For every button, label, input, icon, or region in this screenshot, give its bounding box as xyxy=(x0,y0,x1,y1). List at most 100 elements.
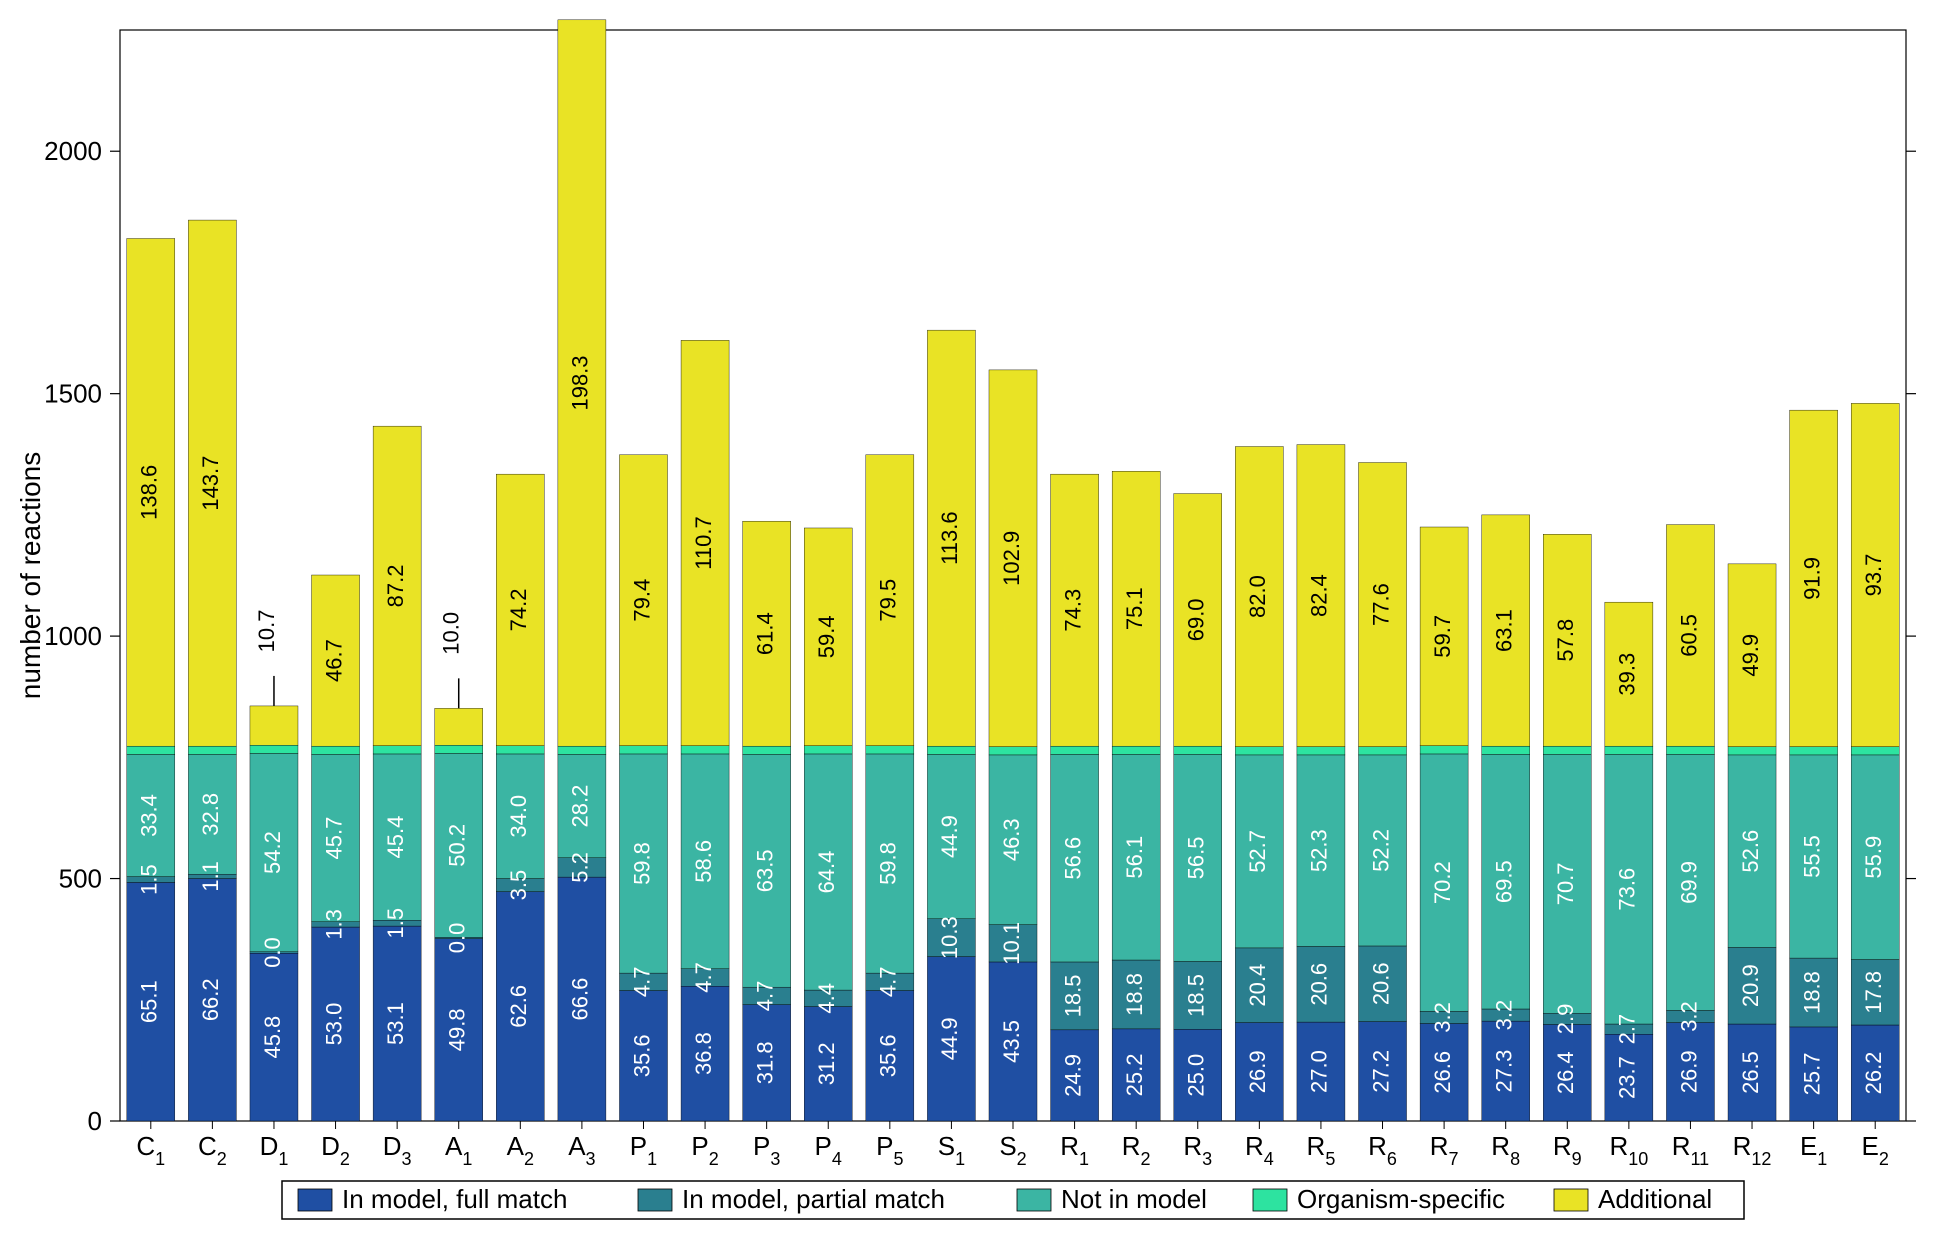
y-tick-label: 2000 xyxy=(44,136,102,166)
x-tick-label: R9 xyxy=(1553,1131,1582,1169)
segment-label-notin: 52.2 xyxy=(1368,829,1393,872)
segment-label-full: 62.6 xyxy=(506,985,531,1028)
segment-label-full: 31.2 xyxy=(814,1042,839,1085)
legend-label: In model, partial match xyxy=(682,1184,945,1214)
y-tick-label: 1000 xyxy=(44,621,102,651)
segment-label-partial: 20.6 xyxy=(1368,962,1393,1005)
x-tick-label: D1 xyxy=(260,1131,289,1169)
segment-label-partial: 3.2 xyxy=(1492,1000,1517,1031)
bar-segment-org xyxy=(188,746,236,754)
x-tick-label: E2 xyxy=(1862,1131,1889,1169)
segment-label-add: 59.7 xyxy=(1430,615,1455,658)
x-tick-label: R11 xyxy=(1672,1131,1709,1169)
segment-label-notin: 28.2 xyxy=(568,785,593,828)
segment-label-partial: 1.5 xyxy=(137,864,162,895)
segment-label-partial: 4.4 xyxy=(814,983,839,1014)
segment-label-full: 44.9 xyxy=(937,1017,962,1060)
segment-label-partial: 4.7 xyxy=(752,981,777,1012)
segment-label-notin: 59.8 xyxy=(876,842,901,885)
segment-label-add: 57.8 xyxy=(1553,619,1578,662)
chart-container: 0500100015002000number of reactions65.11… xyxy=(0,0,1946,1241)
segment-label-partial: 0.0 xyxy=(445,923,470,954)
segment-label-add: 91.9 xyxy=(1799,557,1824,600)
legend-label: Not in model xyxy=(1061,1184,1207,1214)
x-tick-label: P3 xyxy=(753,1131,780,1169)
segment-label-add: 198.3 xyxy=(568,355,593,410)
segment-label-notin: 59.8 xyxy=(629,842,654,885)
bar-segment-org xyxy=(127,746,175,754)
segment-label-notin: 63.5 xyxy=(752,849,777,892)
segment-label-add: 69.0 xyxy=(1184,598,1209,641)
segment-label-notin: 45.4 xyxy=(383,816,408,859)
segment-label-full: 23.7 xyxy=(1615,1056,1640,1099)
segment-label-full: 66.6 xyxy=(568,978,593,1021)
segment-label-full: 26.9 xyxy=(1676,1050,1701,1093)
x-tick-label: R1 xyxy=(1060,1131,1089,1169)
segment-label-add: 74.2 xyxy=(506,589,531,632)
segment-label-add: 10.0 xyxy=(439,612,464,655)
y-axis-label: number of reactions xyxy=(15,452,46,699)
bar-segment-org xyxy=(866,746,914,754)
segment-label-add: 75.1 xyxy=(1122,587,1147,630)
x-tick-label: P1 xyxy=(630,1131,657,1169)
segment-label-add: 93.7 xyxy=(1861,554,1886,597)
segment-label-partial: 0.0 xyxy=(260,937,285,968)
segment-label-add: 63.1 xyxy=(1492,609,1517,652)
x-tick-label: A3 xyxy=(568,1131,595,1169)
y-tick-label: 500 xyxy=(59,864,102,894)
segment-label-full: 25.2 xyxy=(1122,1054,1147,1097)
segment-label-add: 82.4 xyxy=(1307,574,1332,617)
segment-label-partial: 1.5 xyxy=(383,908,408,939)
legend-label: Additional xyxy=(1598,1184,1712,1214)
segment-label-notin: 34.0 xyxy=(506,795,531,838)
segment-label-partial: 17.8 xyxy=(1861,971,1886,1014)
y-tick-label: 0 xyxy=(88,1106,102,1136)
segment-label-partial: 5.2 xyxy=(568,852,593,883)
bar-segment-org xyxy=(1051,746,1099,754)
bar-segment-org xyxy=(1235,747,1283,755)
segment-label-full: 26.5 xyxy=(1738,1051,1763,1094)
x-tick-label: A2 xyxy=(507,1131,534,1169)
x-tick-label: D2 xyxy=(321,1131,350,1169)
bar-segment-org xyxy=(435,745,483,753)
x-tick-label: R3 xyxy=(1183,1131,1212,1169)
bar-segment-org xyxy=(619,746,667,754)
segment-label-partial: 2.7 xyxy=(1615,1014,1640,1045)
segment-label-full: 35.6 xyxy=(629,1034,654,1077)
bar-segment-org xyxy=(1790,747,1838,755)
segment-label-partial: 3.2 xyxy=(1676,1001,1701,1032)
segment-label-partial: 4.7 xyxy=(691,962,716,993)
segment-label-add: 143.7 xyxy=(198,456,223,511)
bar-segment-org xyxy=(312,746,360,754)
x-tick-label: R4 xyxy=(1245,1131,1274,1169)
x-tick-label: R5 xyxy=(1307,1131,1336,1169)
segment-label-notin: 69.9 xyxy=(1676,861,1701,904)
segment-label-notin: 73.6 xyxy=(1615,868,1640,911)
segment-label-notin: 69.5 xyxy=(1492,860,1517,903)
bar-segment-org xyxy=(927,746,975,754)
segment-label-notin: 70.7 xyxy=(1553,862,1578,905)
legend-label: Organism-specific xyxy=(1297,1184,1505,1214)
bar-segment-org xyxy=(1420,746,1468,754)
segment-label-add: 10.7 xyxy=(254,610,279,653)
legend-swatch xyxy=(1017,1189,1051,1211)
bar-segment-org xyxy=(496,746,544,754)
segment-label-partial: 18.5 xyxy=(1184,974,1209,1017)
segment-label-notin: 56.6 xyxy=(1060,837,1085,880)
legend-swatch xyxy=(638,1189,672,1211)
legend-swatch xyxy=(1253,1189,1287,1211)
x-tick-label: C1 xyxy=(136,1131,165,1169)
legend-label: In model, full match xyxy=(342,1184,567,1214)
segment-label-notin: 56.1 xyxy=(1122,836,1147,879)
segment-label-add: 102.9 xyxy=(999,531,1024,586)
bar-segment-org xyxy=(373,746,421,754)
segment-label-full: 24.9 xyxy=(1060,1054,1085,1097)
segment-label-notin: 52.3 xyxy=(1307,829,1332,872)
segment-label-add: 59.4 xyxy=(814,615,839,658)
x-tick-label: P4 xyxy=(815,1131,842,1169)
segment-label-notin: 56.5 xyxy=(1184,837,1209,880)
bar-segment-org xyxy=(1358,747,1406,755)
bar-segment-org xyxy=(1112,746,1160,754)
segment-label-partial: 3.2 xyxy=(1430,1002,1455,1033)
segment-label-notin: 44.9 xyxy=(937,815,962,858)
